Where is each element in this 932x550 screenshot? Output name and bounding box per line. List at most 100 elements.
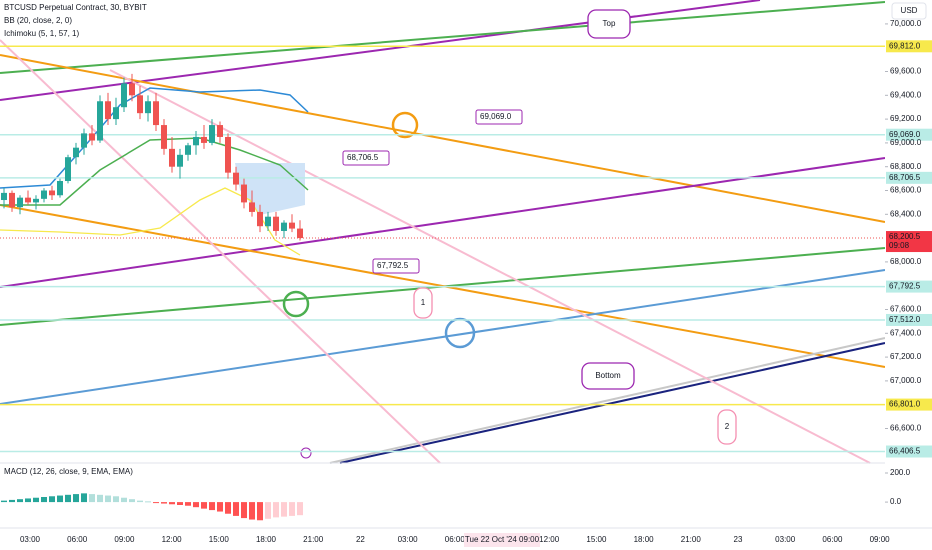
trend-line <box>0 1 886 74</box>
trend-line <box>109 69 871 464</box>
candle-body <box>153 101 159 126</box>
macd-bar <box>17 499 23 503</box>
macd-bar <box>49 496 55 503</box>
candle-body <box>233 172 239 185</box>
y-tick-label: 67,600.0 <box>890 305 922 314</box>
x-tick-label: Tue 22 Oct '24 09:00 <box>465 535 540 544</box>
ichimoku-line <box>0 187 301 256</box>
candle-body <box>289 222 295 229</box>
macd-bar <box>25 498 31 503</box>
price-label-bg <box>886 445 932 458</box>
macd-bar <box>249 502 255 520</box>
callout <box>372 258 420 274</box>
candle-body <box>57 180 63 196</box>
annotation: Bottom <box>595 371 621 380</box>
candle-body <box>1 192 7 201</box>
indicator-label: Ichimoku (5, 1, 57, 1) <box>4 29 79 38</box>
candle-body <box>41 190 47 199</box>
title: BTCUSD Perpetual Contract, 30, BYBIT <box>4 3 147 12</box>
macd-bar <box>89 494 95 503</box>
indicator-label: BB (20, close, 2, 0) <box>4 16 72 25</box>
y-tick-label: 66,600.0 <box>890 424 922 433</box>
y-tick-label: 69,000.0 <box>890 138 922 147</box>
candle-body <box>89 133 95 141</box>
y-tick-label: 69,400.0 <box>890 90 922 99</box>
price-label-bg <box>886 398 932 411</box>
trend-line <box>0 157 886 288</box>
macd-bar <box>137 500 143 503</box>
icon <box>282 290 310 318</box>
x-tick-label: 22 <box>356 535 365 544</box>
callout-label: 68,706.5 <box>347 153 379 162</box>
trend-line <box>0 269 886 405</box>
macd-bar <box>33 497 39 503</box>
y-tick-label: 69,200.0 <box>890 114 922 123</box>
x-tick-label: 09:00 <box>114 535 135 544</box>
macd-bar <box>97 494 103 503</box>
y-tick-label: 68,600.0 <box>890 186 922 195</box>
macd-bar <box>81 493 87 503</box>
candle-body <box>113 107 119 120</box>
price-label: 66,801.0 <box>889 400 921 409</box>
y-tick-label: 68,000.0 <box>890 257 922 266</box>
candle-body <box>225 136 231 173</box>
price-label-bg <box>886 128 932 141</box>
macd-bar <box>217 502 223 512</box>
icons <box>282 111 476 459</box>
y-tick-label: 200.0 <box>890 468 911 477</box>
price-label: 66,406.5 <box>889 447 921 456</box>
candle-body <box>137 95 143 114</box>
x-tick-label: 03:00 <box>398 535 419 544</box>
callout-label: 67,792.5 <box>377 261 409 270</box>
candle-body <box>193 136 199 146</box>
trend-line <box>0 39 441 464</box>
macd-bar <box>209 502 215 511</box>
price-label-bg <box>886 280 932 293</box>
candle-body <box>249 202 255 212</box>
candle-body <box>49 190 55 196</box>
macd-bar <box>153 502 159 504</box>
bb-upper <box>0 87 309 189</box>
macd-bar <box>273 502 279 518</box>
candle-body <box>145 101 151 114</box>
y-tick-label: 0.0 <box>890 497 902 506</box>
trend-line <box>339 342 886 464</box>
candle-body <box>265 216 271 227</box>
drawings <box>0 0 886 464</box>
macd-bar <box>73 494 79 503</box>
macd-bar <box>9 499 15 503</box>
y-tick-label: 69,600.0 <box>890 67 922 76</box>
macd-bar <box>161 502 167 504</box>
candle-body <box>105 101 111 120</box>
x-tick-label: 03:00 <box>20 535 41 544</box>
macd-bar <box>129 499 135 503</box>
callout <box>342 150 390 166</box>
icon <box>300 447 312 459</box>
candle-body <box>121 83 127 108</box>
macd-bar <box>113 496 119 503</box>
trend-line <box>329 337 886 464</box>
x-tick-label: 09:00 <box>870 535 891 544</box>
annotation-bubble <box>413 287 433 319</box>
bb-basis <box>0 137 309 206</box>
x-tick-label: 06:00 <box>822 535 843 544</box>
x-tick-label: 18:00 <box>256 535 277 544</box>
candle-body <box>65 157 71 181</box>
indicator-label: MACD (12, 26, close, 9, EMA, EMA) <box>4 467 133 476</box>
y-tick-label: 70,000.0 <box>890 19 922 28</box>
crosshair-time-bg <box>464 533 540 547</box>
x-tick-label: 21:00 <box>303 535 324 544</box>
currency-box[interactable] <box>891 2 927 20</box>
macd-bar <box>193 502 199 508</box>
macd-bar <box>201 502 207 509</box>
icon <box>444 317 476 349</box>
y-tick-label: 67,000.0 <box>890 376 922 385</box>
candle-body <box>177 154 183 167</box>
macd-bar <box>65 494 71 503</box>
candle-body <box>25 197 31 203</box>
candle-body <box>97 101 103 141</box>
macd-bar <box>121 497 127 503</box>
candle-body <box>185 145 191 155</box>
